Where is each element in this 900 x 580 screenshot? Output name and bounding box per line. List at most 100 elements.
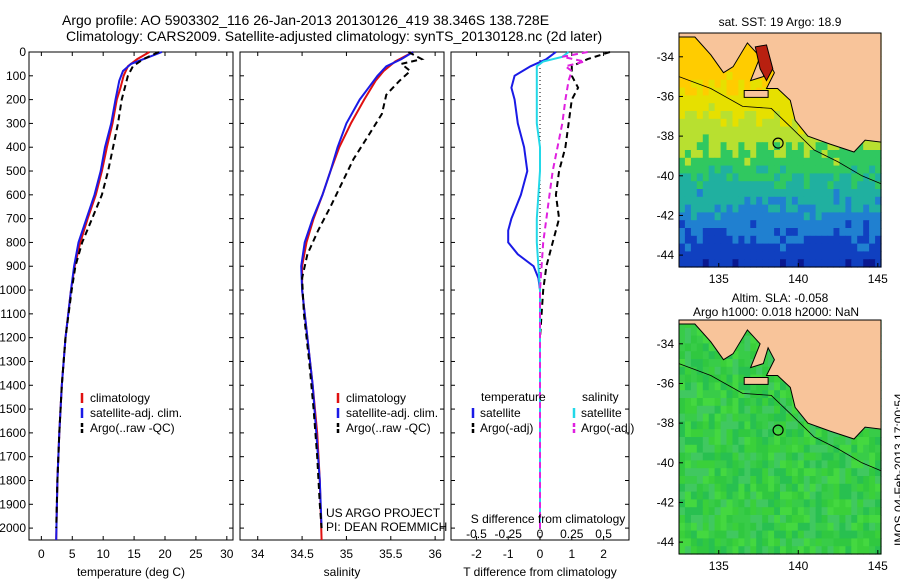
field-cell: [720, 118, 728, 128]
field-cell: [869, 538, 876, 547]
field-cell: [803, 429, 811, 438]
field-cell: [875, 235, 882, 245]
field-cell: [738, 95, 745, 104]
field-cell: [827, 476, 834, 485]
field-cell: [714, 483, 722, 493]
pi-annotation: PI: DEAN ROEMMICH: [326, 520, 447, 534]
field-cell: [732, 429, 739, 438]
field-cell: [726, 189, 733, 198]
field-cell: [726, 491, 733, 500]
field-cell: [702, 530, 710, 539]
field-cell: [857, 228, 864, 237]
figure-title-line2: Climatology: CARS2009. Satellite-adjuste…: [66, 28, 603, 44]
field-cell: [679, 351, 686, 360]
y-tick-label: 1500: [0, 402, 26, 416]
field-cell: [732, 251, 739, 260]
field-cell: [738, 204, 745, 213]
field-cell: [708, 476, 716, 485]
field-cell: [738, 444, 745, 454]
field-cell: [780, 460, 787, 469]
field-cell: [756, 476, 763, 485]
field-cell: [857, 491, 864, 500]
field-cell: [690, 228, 698, 237]
field-cell: [726, 196, 733, 206]
field-cell: [875, 181, 882, 190]
field-cell: [791, 530, 799, 539]
field-cell: [702, 165, 710, 174]
field-cell: [726, 111, 733, 120]
field-cell: [684, 134, 692, 143]
field-cell: [756, 134, 763, 143]
field-cell: [738, 243, 745, 252]
field-cell: [797, 228, 805, 237]
field-cell: [726, 476, 733, 485]
field-cell: [679, 220, 686, 229]
field-cell: [726, 444, 733, 454]
field-cell: [702, 351, 710, 360]
field-cell: [744, 212, 751, 221]
field-cell: [690, 189, 698, 198]
field-cell: [679, 499, 686, 508]
field-cell: [845, 499, 852, 508]
x-tick-label: 145: [868, 272, 888, 286]
field-cell: [732, 507, 739, 516]
field-cell: [774, 530, 781, 539]
y-tick-label: 500: [6, 164, 26, 178]
field-cell: [780, 546, 787, 555]
argo-location-marker: [772, 137, 784, 149]
field-cell: [750, 366, 757, 376]
field-cell: [708, 483, 716, 493]
field-cell: [690, 374, 698, 383]
map-frame: [678, 32, 882, 268]
legend-label: satellite-adj. clim.: [346, 406, 438, 420]
legend-label: satellite: [480, 406, 521, 420]
field-cell: [857, 181, 864, 190]
field-cell: [791, 157, 799, 167]
field-cell: [744, 142, 751, 151]
field-cell: [803, 235, 811, 245]
field-cell: [714, 243, 722, 252]
field-cell: [732, 212, 739, 221]
field-cell: [750, 220, 757, 229]
field-cell: [780, 468, 787, 477]
field-cell: [679, 366, 686, 376]
field-cell: [702, 103, 710, 112]
field-cell: [803, 157, 811, 167]
field-cell: [821, 150, 829, 159]
field-cell: [738, 515, 745, 524]
field-cell: [768, 126, 775, 135]
field-cell: [845, 173, 852, 182]
field-cell: [726, 243, 733, 252]
field-cell: [750, 196, 757, 206]
x-tick-label: 0: [537, 547, 544, 561]
field-cell: [726, 429, 733, 438]
field-cell: [702, 413, 710, 422]
field-cell: [780, 212, 787, 221]
field-cell: [756, 111, 763, 120]
field-cell: [768, 398, 775, 407]
field-cell: [684, 530, 692, 539]
field-cell: [679, 429, 686, 438]
field-cell: [851, 538, 858, 547]
field-cell: [738, 196, 745, 206]
field-cell: [774, 538, 781, 547]
field-cell: [815, 181, 823, 190]
field-cell: [845, 444, 852, 454]
field-cell: [744, 405, 751, 415]
field-cell: [857, 476, 864, 485]
field-cell: [815, 476, 823, 485]
field-cell: [857, 142, 864, 151]
field-cell: [684, 48, 692, 57]
field-cell: [720, 212, 728, 221]
x-tick-label: 36: [428, 547, 442, 561]
field-cell: [780, 111, 787, 120]
field-cell: [774, 546, 781, 555]
x-tick-label: 140: [788, 559, 808, 573]
field-cell: [720, 421, 728, 430]
field-cell: [684, 259, 692, 268]
field-cell: [845, 243, 852, 252]
field-cell: [708, 111, 716, 120]
field-cell: [750, 212, 757, 221]
field-cell: [780, 118, 787, 128]
field-cell: [762, 538, 769, 547]
